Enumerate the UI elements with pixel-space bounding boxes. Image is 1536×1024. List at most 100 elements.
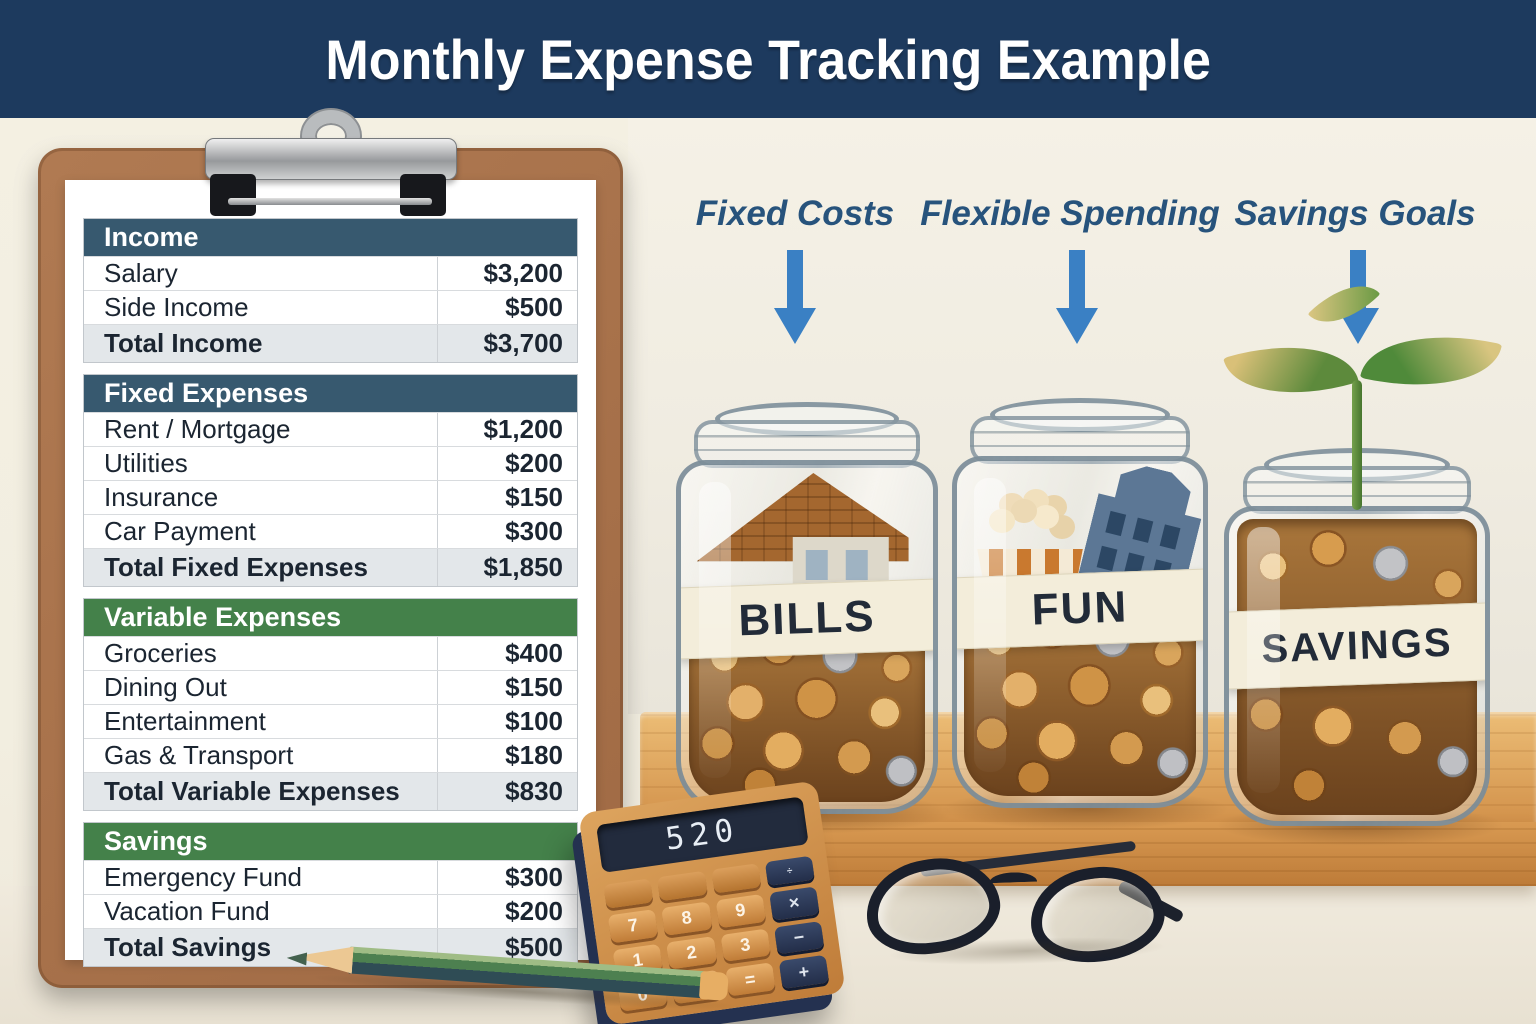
caption-flexible-spending: Flexible Spending <box>920 194 1220 233</box>
table-row: Entertainment $100 <box>84 704 577 738</box>
coins-illustration <box>688 630 926 803</box>
bills-jar: BILLS <box>676 402 938 814</box>
clipboard-clamp <box>400 174 446 216</box>
savings-jar: SAVINGS <box>1223 268 1503 826</box>
caption-fixed-costs: Fixed Costs <box>695 194 895 233</box>
table-row: Car Payment $300 <box>84 514 577 548</box>
jar-label: BILLS <box>737 591 877 646</box>
row-amount: $300 <box>437 861 577 894</box>
row-amount: $200 <box>437 447 577 480</box>
section-header: Income <box>84 219 577 256</box>
page-title: Monthly Expense Tracking Example <box>325 27 1211 91</box>
calculator-display-value: 520 <box>663 811 742 858</box>
row-label: Insurance <box>104 482 219 512</box>
table-row: Dining Out $150 <box>84 670 577 704</box>
row-amount: $300 <box>437 515 577 548</box>
jar-label-band: SAVINGS <box>1229 602 1485 690</box>
row-amount: $500 <box>437 929 577 966</box>
glasses-lens <box>1025 859 1170 970</box>
house-icon <box>696 473 909 623</box>
row-label: Emergency Fund <box>104 862 302 892</box>
table-row: Utilities $200 <box>84 446 577 480</box>
popcorn-puffs <box>989 509 1015 533</box>
row-label: Total Savings <box>104 932 272 962</box>
calc-key: 3 <box>720 928 771 963</box>
table-row: Vacation Fund $200 <box>84 894 577 928</box>
fun-jar: FUN <box>952 398 1208 808</box>
row-label: Entertainment <box>104 706 266 736</box>
jar-label-band: FUN <box>957 568 1203 650</box>
pencil-lead <box>286 951 307 965</box>
variable-expenses-section: Variable Expenses Groceries $400 Dining … <box>83 598 578 811</box>
income-section: Income Salary $3,200 Side Income $500 To… <box>83 218 578 363</box>
table-row: Rent / Mortgage $1,200 <box>84 412 577 446</box>
section-header: Variable Expenses <box>84 599 577 636</box>
table-row: Groceries $400 <box>84 636 577 670</box>
jar-body: FUN <box>952 456 1208 808</box>
row-amount: $3,200 <box>437 257 577 290</box>
row-amount: $150 <box>437 671 577 704</box>
jar-body: BILLS <box>676 460 938 814</box>
down-arrow-icon <box>1056 250 1098 346</box>
row-label: Total Fixed Expenses <box>104 552 368 582</box>
arrow-head <box>774 308 816 344</box>
title-banner: Monthly Expense Tracking Example <box>0 0 1536 118</box>
clipboard-clamp <box>210 174 256 216</box>
calc-key: ÷ <box>764 855 815 887</box>
jar-label: SAVINGS <box>1260 620 1454 671</box>
table-row: Salary $3,200 <box>84 256 577 290</box>
row-label: Utilities <box>104 448 188 478</box>
calc-key <box>710 863 762 894</box>
row-amount: $1,850 <box>437 549 577 586</box>
glasses <box>859 836 1186 981</box>
row-label: Groceries <box>104 638 217 668</box>
row-label: Rent / Mortgage <box>104 414 291 444</box>
calc-key: + <box>778 955 830 990</box>
row-label: Gas & Transport <box>104 740 294 770</box>
down-arrow-icon <box>774 250 816 346</box>
row-amount: $830 <box>437 773 577 810</box>
pencil-end-cap <box>698 971 729 1001</box>
row-amount: $200 <box>437 895 577 928</box>
row-label: Dining Out <box>104 672 227 702</box>
savings-section: Savings Emergency Fund $300 Vacation Fun… <box>83 822 578 967</box>
calc-key <box>603 878 654 909</box>
row-label: Car Payment <box>104 516 256 546</box>
row-label: Side Income <box>104 292 249 322</box>
glasses-bridge <box>988 871 1038 894</box>
calc-key <box>657 870 708 902</box>
row-label: Total Income <box>104 328 263 358</box>
calc-key: 8 <box>661 901 713 936</box>
row-amount: $100 <box>437 705 577 738</box>
caption-savings-goals: Savings Goals <box>1234 194 1476 233</box>
plant-stem <box>1352 380 1362 510</box>
row-amount: $180 <box>437 739 577 772</box>
row-amount: $400 <box>437 637 577 670</box>
section-header: Fixed Expenses <box>84 375 577 412</box>
table-row: Insurance $150 <box>84 480 577 514</box>
table-row: Emergency Fund $300 <box>84 860 577 894</box>
calc-key: 7 <box>607 909 659 944</box>
clipboard-clip-bar <box>205 138 457 180</box>
table-row: Side Income $500 <box>84 290 577 324</box>
jar-label-band: BILLS <box>681 578 933 660</box>
total-row: Total Income $3,700 <box>84 324 577 362</box>
calc-key: 9 <box>715 893 766 928</box>
clipboard: Income Salary $3,200 Side Income $500 To… <box>38 110 623 988</box>
arrow-shaft <box>787 250 803 308</box>
table-row: Gas & Transport $180 <box>84 738 577 772</box>
total-row: Total Fixed Expenses $1,850 <box>84 548 577 586</box>
calc-key: − <box>773 920 825 955</box>
arrow-head <box>1056 308 1098 344</box>
row-amount: $150 <box>437 481 577 514</box>
row-amount: $1,200 <box>437 413 577 446</box>
jar-label: FUN <box>1030 582 1130 635</box>
calc-key: × <box>768 886 820 921</box>
total-row: Total Variable Expenses $830 <box>84 772 577 810</box>
row-amount: $3,700 <box>437 325 577 362</box>
row-label: Total Variable Expenses <box>104 776 400 806</box>
budget-sheet: Income Salary $3,200 Side Income $500 To… <box>65 180 596 967</box>
row-label: Vacation Fund <box>104 896 270 926</box>
jar-body: SAVINGS <box>1224 506 1490 826</box>
